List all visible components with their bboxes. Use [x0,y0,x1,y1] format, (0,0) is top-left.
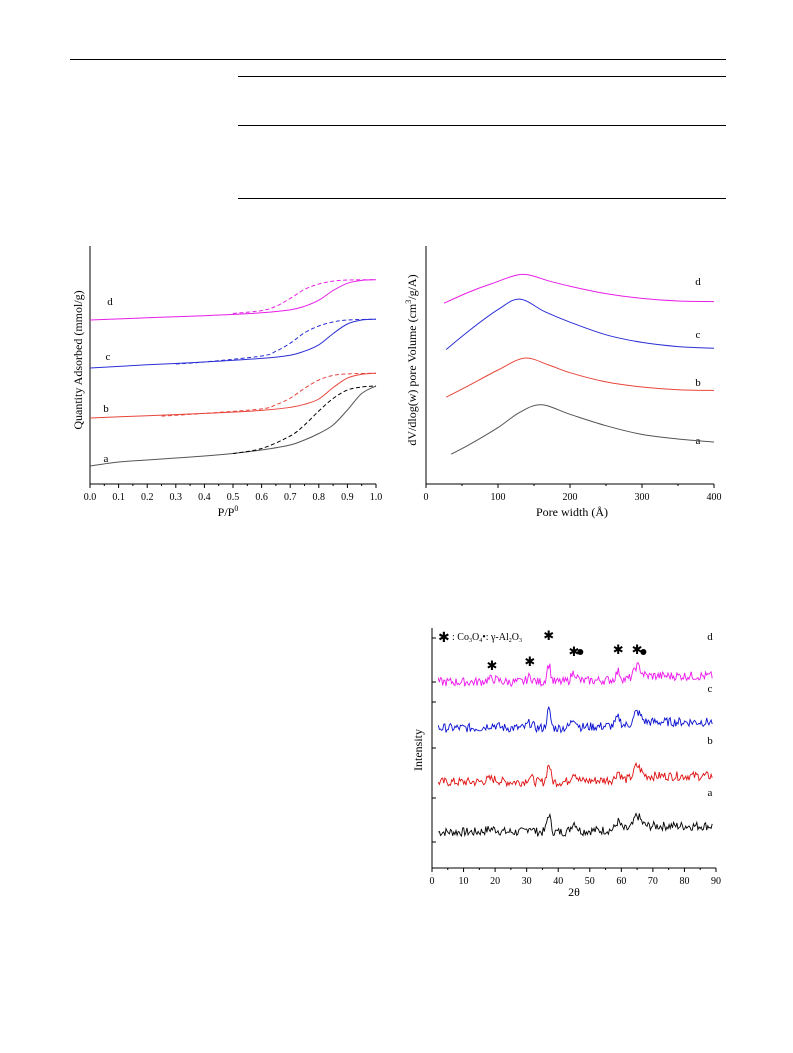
isotherm-x-tick-label: 0.7 [284,492,297,503]
co3o4-peak-marker: ✱ [632,643,643,658]
isotherm-a-adsorption-line [89,385,377,467]
xrd-xlabel: 2θ [568,885,580,899]
pore-size-chart: dV/dlog(w) pore Volume (cm3/g/A) Pore wi… [404,246,722,519]
isotherm-d-desorption-line [232,279,377,314]
xrd-x-tick-label: 20 [490,876,500,887]
isotherm-series-label-d: d [107,296,113,308]
isotherm-d-adsorption-line [89,279,377,321]
xrd-c-pattern [437,705,713,734]
co3o4-peak-marker: ✱ [524,655,535,670]
pore-ylabel: dV/dlog(w) pore Volume (cm3/g/A) [404,274,419,445]
isotherm-chart: Quantity Adsorbed (mmol/g) P/P0 0.0 0.1 0.… [71,246,383,519]
isotherm-x-tick-label: 0.0 [84,492,97,503]
xrd-series-label-d: d [707,631,713,643]
pore-x-tick-label: 300 [635,492,650,503]
pore-series-label-d: d [695,276,701,288]
isotherm-a-desorption-line [232,385,377,454]
xrd-chart: Intensity 2θ ✱ : Co3O4•: γ-Al2O3 0 10 20 30… [411,628,721,899]
pore-b-line [445,357,715,398]
xrd-legend-text: : Co3O4•: γ-Al2O3 [452,632,522,644]
pore-a-line [450,404,715,455]
xrd-x-tick-label: 30 [522,876,532,887]
pore-series-label-b: b [695,377,701,389]
xrd-series-label-b: b [707,735,713,747]
al2o3-peak-marker [577,649,584,655]
co3o4-peak-marker: ✱ [613,643,624,658]
isotherm-series-label-b: b [103,403,109,415]
pore-d-line [443,273,715,304]
xrd-ylabel: Intensity [411,729,425,771]
isotherm-x-tick-label: 0.4 [198,492,211,503]
pore-x-tick-label: 200 [563,492,578,503]
pore-series-label-c: c [696,329,701,341]
xrd-x-tick-label: 70 [648,876,658,887]
isotherm-x-tick-label: 0.3 [170,492,183,503]
isotherm-x-tick-label: 0.6 [255,492,268,503]
isotherm-x-tick-label: 0.9 [341,492,354,503]
xrd-x-tick-label: 0 [430,876,435,887]
xrd-a-pattern [438,812,713,838]
xrd-x-tick-label: 60 [616,876,626,887]
pore-x-tick-label: 100 [491,492,506,503]
isotherm-x-tick-label: 0.1 [112,492,125,503]
isotherm-x-tick-label: 1.0 [370,492,383,503]
pore-series-label-a: a [696,435,701,447]
pore-xlabel: Pore width (Å) [536,505,608,519]
xrd-x-tick-label: 90 [711,876,721,887]
isotherm-c-desorption-line [175,318,377,365]
table-mid-rule [238,125,726,126]
table-top-rule [238,76,726,77]
pore-x-tick-label: 400 [707,492,722,503]
xrd-legend-star-icon: ✱ [438,630,450,646]
co3o4-peak-marker: ✱ [569,645,580,660]
isotherm-c-adsorption-line [89,318,377,369]
pore-c-line [445,298,715,350]
xrd-x-tick-label: 80 [679,876,689,887]
xrd-legend: ✱ : Co3O4•: γ-Al2O3 [438,630,522,646]
isotherm-b-desorption-line [161,372,377,417]
table-bottom-rule [238,198,726,199]
xrd-b-pattern [437,761,713,788]
pore-x-tick-label: 0 [424,492,429,503]
xrd-d-pattern [437,662,713,688]
co3o4-peak-marker: ✱ [487,659,498,674]
co3o4-peak-marker: ✱ [543,629,554,644]
isotherm-x-tick-label: 0.2 [141,492,154,503]
al2o3-peak-marker [640,649,647,655]
xrd-x-tick-label: 50 [585,876,595,887]
isotherm-xlabel: P/P0 [218,504,239,519]
xrd-x-tick-label: 40 [553,876,563,887]
header-rule [70,59,726,60]
isotherm-series-label-c: c [106,351,111,363]
isotherm-ylabel: Quantity Adsorbed (mmol/g) [71,290,85,429]
xrd-series-label-a: a [708,787,713,799]
isotherm-series-label-a: a [104,453,109,465]
xrd-x-tick-label: 10 [459,876,469,887]
isotherm-x-tick-label: 0.5 [227,492,240,503]
isotherm-x-tick-label: 0.8 [313,492,326,503]
xrd-series-label-c: c [708,683,713,695]
